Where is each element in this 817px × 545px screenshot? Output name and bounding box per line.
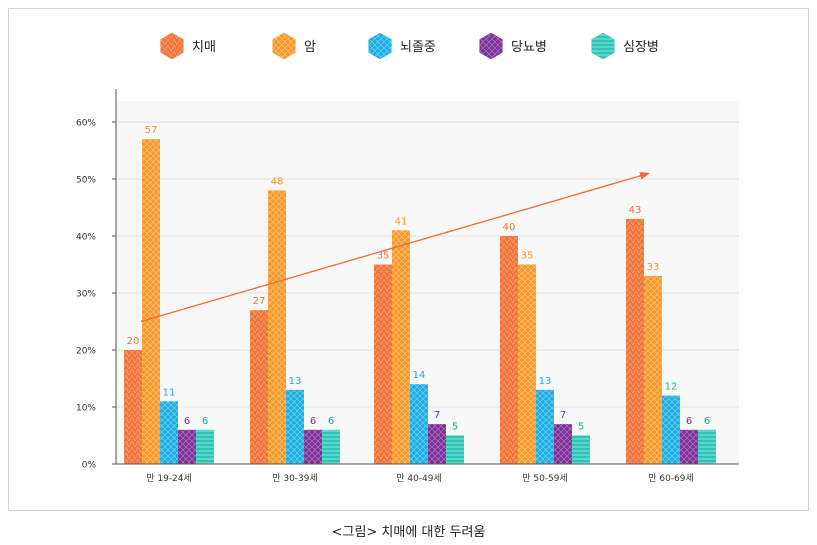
data-label-heart: 6 — [328, 416, 334, 427]
bar-stroke — [536, 389, 554, 464]
data-label-cancer: 35 — [521, 251, 534, 262]
legend-swatch-cancer-icon — [272, 32, 296, 60]
bar-diabetes — [304, 429, 322, 464]
y-tick-label: 30% — [76, 290, 96, 300]
data-label-cancer: 41 — [395, 216, 408, 227]
x-tick-label: 만 50-59세 — [522, 473, 568, 484]
bar-stroke — [662, 395, 680, 464]
legend-swatch-heart-icon — [591, 32, 615, 60]
data-labels: 20 57 11 6 6 27 48 13 6 6 35 41 14 7 5 40 35 13 7 5 43 33 12 6 6 — [127, 125, 711, 432]
data-label-dementia: 40 — [503, 222, 516, 233]
x-tick-label: 만 40-49세 — [396, 473, 442, 484]
trend-arrow-line — [140, 171, 650, 323]
data-label-cancer: 33 — [647, 262, 660, 273]
bar-chart: 치매 암 뇌졸중 당뇨병 심장병 0%10%20%30%40%50%60% 205711… — [76, 32, 739, 484]
bar-diabetes — [554, 424, 572, 464]
data-label-cancer: 48 — [271, 176, 284, 187]
data-label-diabetes: 6 — [310, 416, 316, 427]
bar-diabetes — [680, 429, 698, 464]
bar-stroke — [286, 389, 304, 464]
bar-cancer — [142, 139, 160, 464]
y-axis: 0% 10% 20% 30% 40% 50% 60% — [76, 89, 117, 471]
data-label-diabetes: 6 — [184, 416, 190, 427]
x-tick-label: 만 19-24세 — [146, 473, 192, 484]
data-label-dementia: 35 — [377, 251, 390, 262]
bar-diabetes — [428, 424, 446, 464]
data-label-heart: 5 — [452, 422, 458, 433]
bar-dementia — [374, 264, 392, 464]
trend-arrow — [140, 171, 650, 323]
data-label-stroke: 13 — [289, 376, 302, 387]
x-tick-label: 만 30-39세 — [272, 473, 318, 484]
figure-caption: <그림> 치매에 대한 두려움 — [331, 525, 486, 540]
bar-dementia — [626, 218, 644, 464]
bar-dementia — [500, 236, 518, 464]
x-tick-label: 만 60-69세 — [648, 473, 694, 484]
data-label-diabetes: 6 — [686, 416, 692, 427]
grid-lines — [116, 121, 739, 408]
legend-label-dementia: 치매 — [192, 40, 216, 55]
data-label-diabetes: 7 — [434, 410, 440, 421]
y-tick-label: 50% — [76, 176, 96, 186]
legend-label-cancer: 암 — [304, 40, 316, 55]
data-label-heart: 5 — [578, 422, 584, 433]
bar-cancer — [268, 190, 286, 464]
data-label-cancer: 57 — [145, 125, 158, 136]
bar-cancer — [644, 275, 662, 464]
bar-stroke — [410, 384, 428, 464]
bar-cancer — [518, 264, 536, 464]
data-label-heart: 6 — [202, 416, 208, 427]
bar-cancer — [392, 230, 410, 464]
bar-heart — [196, 429, 214, 464]
chart-frame: 치매 암 뇌졸중 당뇨병 심장병 0% 10% 20% 30% 40% 50% 60% 20 57 11… — [8, 8, 809, 511]
legend-swatch-stroke-icon — [368, 32, 392, 60]
bar-stroke — [160, 401, 178, 464]
bar-diabetes — [178, 429, 196, 464]
data-label-dementia: 43 — [629, 205, 642, 216]
legend-label-heart: 심장병 — [623, 40, 659, 55]
bars — [124, 139, 716, 464]
data-label-stroke: 11 — [163, 387, 176, 398]
bar-dementia — [124, 350, 142, 464]
bar-dementia — [250, 310, 268, 464]
data-label-stroke: 13 — [539, 376, 552, 387]
data-label-dementia: 27 — [253, 296, 266, 307]
bar-heart — [446, 435, 464, 464]
legend-label-stroke: 뇌졸중 — [400, 40, 436, 55]
bar-heart — [322, 429, 340, 464]
x-axis: 만 19-24세 만 30-39세 만 40-49세 만 50-59세 만 60-69세 — [116, 463, 739, 484]
bar-heart — [572, 435, 590, 464]
legend-label-diabetes: 당뇨병 — [511, 40, 547, 55]
legend-swatch-diabetes-icon — [479, 32, 503, 60]
y-tick-label: 40% — [76, 233, 96, 243]
data-label-stroke: 14 — [413, 370, 426, 381]
legend-swatch-dementia-icon — [160, 32, 184, 60]
legend: 치매 암 뇌졸중 당뇨병 심장병 — [160, 32, 659, 60]
data-label-stroke: 12 — [665, 382, 678, 393]
y-tick-label: 0% — [82, 461, 97, 471]
data-label-heart: 6 — [704, 416, 710, 427]
y-tick-label: 20% — [76, 347, 96, 357]
data-label-diabetes: 7 — [560, 410, 566, 421]
y-tick-label: 60% — [76, 119, 96, 129]
y-tick-label: 10% — [76, 404, 96, 414]
bar-heart — [698, 429, 716, 464]
data-label-dementia: 20 — [127, 336, 140, 347]
